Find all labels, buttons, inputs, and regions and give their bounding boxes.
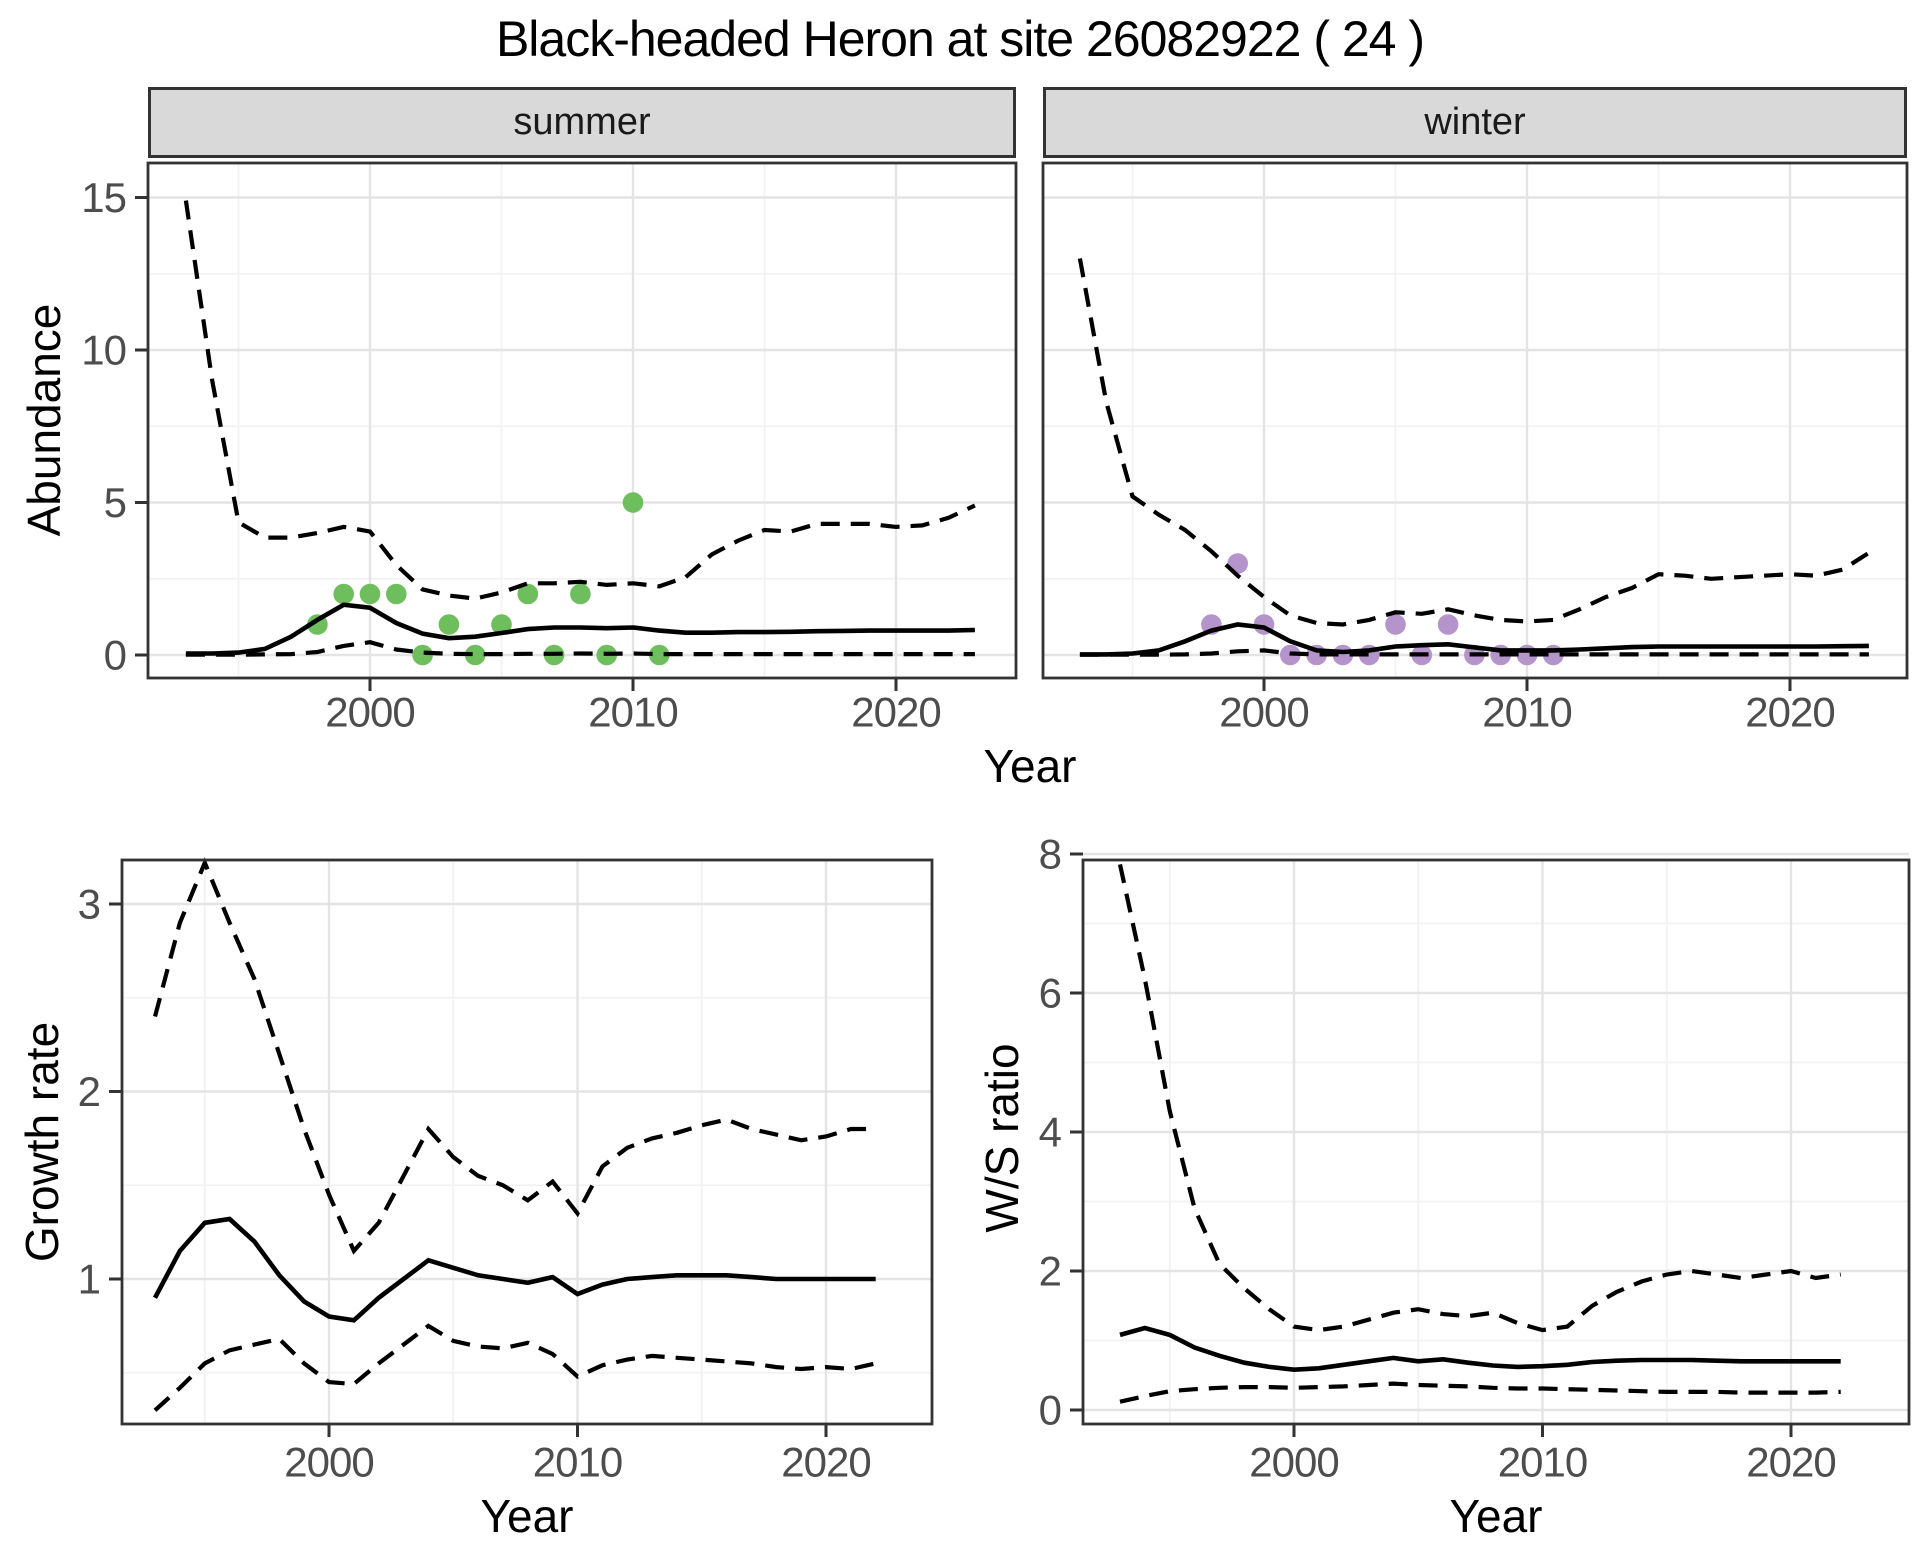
panel-border — [1041, 161, 1909, 680]
year-axis-title-ws: Year — [1449, 1490, 1543, 1542]
observation-point — [622, 492, 644, 513]
ci-line — [1117, 863, 1841, 1333]
x-tick-label: 2000 — [1219, 689, 1308, 736]
chart-title: Black-headed Heron at site 26082922 ( 24… — [495, 11, 1425, 67]
year-axis-title-top: Year — [983, 740, 1077, 792]
median-line — [1079, 622, 1869, 657]
ws-ratio-axis-title: W/S ratio — [976, 1043, 1028, 1233]
x-tick-label: 2010 — [588, 689, 677, 736]
ci-line — [183, 200, 976, 601]
x-tick-label: 2020 — [1746, 1439, 1835, 1486]
facet-strip-winter-label: winter — [1424, 101, 1526, 143]
facet-strip-summer: summer — [148, 87, 1016, 158]
y-tick-label: 5 — [104, 479, 126, 526]
observation-point — [517, 583, 539, 605]
year-axis-title-growth: Year — [480, 1490, 574, 1542]
observation-point — [333, 583, 355, 605]
x-tick-label: 2020 — [851, 689, 940, 736]
panel-abundance-summer: 2000 2010 2020 0 5 10 15 — [81, 161, 1018, 736]
median-line — [152, 1216, 876, 1323]
y-tick-label: 3 — [78, 881, 100, 928]
y-tick-label: 6 — [1039, 970, 1061, 1017]
observation-point — [1385, 614, 1406, 635]
x-tick-label: 2020 — [781, 1439, 870, 1486]
panel-border — [146, 161, 1018, 680]
observation-point — [438, 614, 460, 635]
observation-point — [359, 583, 381, 605]
panel-border — [120, 858, 934, 1426]
facet-strip-summer-label: summer — [513, 101, 651, 143]
y-tick-label: 8 — [1039, 831, 1061, 878]
growth-rate-axis-title: Growth rate — [16, 1021, 68, 1263]
ci-line — [185, 640, 975, 657]
y-tick-label: 2 — [78, 1068, 100, 1115]
panel-background — [1083, 860, 1909, 1424]
panel-background — [1043, 163, 1907, 678]
y-tick-label: 15 — [81, 174, 126, 221]
panel-ws-ratio: 2000 2010 2020 0 2 4 6 8 — [1039, 831, 1911, 1486]
median-line — [185, 602, 975, 656]
facet-strip-winter: winter — [1043, 87, 1907, 158]
y-tick-label: 2 — [1039, 1248, 1061, 1295]
y-tick-label: 0 — [1039, 1387, 1061, 1434]
panel-background — [122, 860, 932, 1424]
x-tick-label: 2000 — [284, 1439, 373, 1486]
panel-growth-rate: 2000 2010 2020 1 2 3 — [78, 857, 934, 1486]
y-tick-label: 0 — [104, 632, 126, 679]
observation-point — [464, 644, 486, 666]
ci-line — [1077, 258, 1871, 627]
panel-border — [1081, 858, 1911, 1426]
median-line — [1119, 1325, 1841, 1373]
observation-point — [386, 583, 407, 605]
x-tick-label: 2010 — [1498, 1439, 1587, 1486]
y-tick-label: 4 — [1039, 1109, 1062, 1156]
observation-point — [1437, 614, 1459, 635]
ci-line — [1079, 648, 1869, 657]
observation-point — [412, 644, 433, 666]
abundance-axis-title: Abundance — [18, 303, 70, 537]
y-tick-label: 1 — [78, 1256, 100, 1303]
ci-line — [153, 1323, 877, 1412]
ci-line — [1119, 1381, 1841, 1404]
x-tick-label: 2000 — [325, 689, 414, 736]
observation-point — [649, 644, 670, 666]
y-tick-label: 10 — [81, 327, 126, 374]
observation-point — [491, 614, 512, 635]
panel-abundance-winter: 2000 2010 2020 — [1041, 161, 1909, 736]
observation-point — [570, 583, 591, 605]
x-tick-label: 2010 — [1482, 689, 1571, 736]
x-tick-label: 2000 — [1249, 1439, 1338, 1486]
x-tick-label: 2010 — [533, 1439, 622, 1486]
x-tick-label: 2020 — [1745, 689, 1834, 736]
